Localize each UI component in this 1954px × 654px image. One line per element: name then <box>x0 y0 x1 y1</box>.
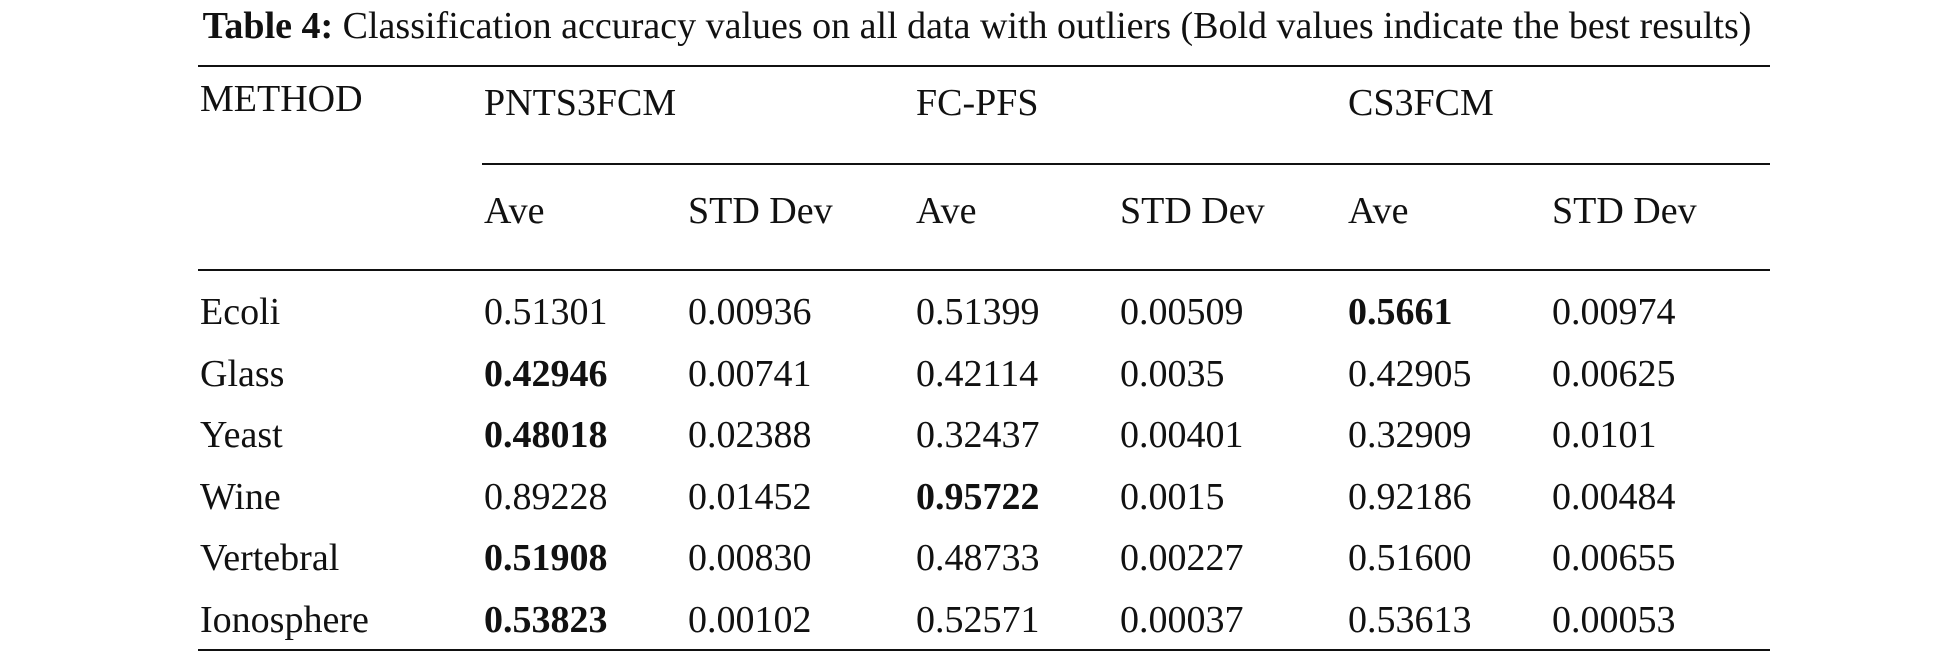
group-header-fc-pfs: FC-PFS <box>916 82 1039 124</box>
method-header: METHOD <box>200 78 363 120</box>
std-dev-cell: 0.00655 <box>1552 537 1676 579</box>
std-dev-cell: 0.00509 <box>1120 291 1244 333</box>
ave-cell: 0.48018 <box>484 414 608 456</box>
subheader-std-dev: STD Dev <box>688 190 833 232</box>
ave-cell: 0.42946 <box>484 352 608 395</box>
ave-cell: 0.51399 <box>916 291 1040 333</box>
ave-cell: 0.42114 <box>916 352 1039 395</box>
subheader-std-dev: STD Dev <box>1552 190 1697 232</box>
ave-cell: 0.92186 <box>1348 475 1472 518</box>
ave-cell: 0.53613 <box>1348 598 1472 641</box>
row-label: Ionosphere <box>200 598 369 641</box>
std-dev-cell: 0.00741 <box>688 352 812 395</box>
ave-cell: 0.42905 <box>1348 352 1472 395</box>
std-dev-cell: 0.0035 <box>1120 352 1225 395</box>
std-dev-cell: 0.0101 <box>1552 414 1657 456</box>
row-label: Wine <box>200 475 281 518</box>
ave-cell: 0.5661 <box>1348 291 1453 333</box>
std-dev-cell: 0.00830 <box>688 537 812 579</box>
std-dev-cell: 0.0015 <box>1120 475 1225 518</box>
std-dev-cell: 0.00625 <box>1552 352 1676 395</box>
row-label: Ecoli <box>200 291 281 333</box>
caption-text: Classification accuracy values on all da… <box>333 5 1752 47</box>
row-label: Glass <box>200 352 285 395</box>
subheader-ave: Ave <box>1348 190 1409 232</box>
subheader-ave: Ave <box>484 190 545 232</box>
ave-cell: 0.95722 <box>916 475 1040 518</box>
std-dev-cell: 0.00401 <box>1120 414 1244 456</box>
bottom-rule <box>198 649 1770 651</box>
ave-cell: 0.32437 <box>916 414 1040 456</box>
group-header-cs3fcm: CS3FCM <box>1348 82 1494 124</box>
ave-cell: 0.51908 <box>484 537 608 579</box>
top-rule <box>198 65 1770 67</box>
ave-cell: 0.48733 <box>916 537 1040 579</box>
std-dev-cell: 0.01452 <box>688 475 812 518</box>
table-caption: Table 4: Classification accuracy values … <box>0 2 1954 50</box>
std-dev-cell: 0.00974 <box>1552 291 1676 333</box>
std-dev-cell: 0.02388 <box>688 414 812 456</box>
std-dev-cell: 0.00484 <box>1552 475 1676 518</box>
header-rule <box>198 269 1770 271</box>
group-rule <box>482 163 1770 165</box>
ave-cell: 0.52571 <box>916 598 1040 641</box>
ave-cell: 0.89228 <box>484 475 608 518</box>
std-dev-cell: 0.00102 <box>688 598 812 641</box>
std-dev-cell: 0.00037 <box>1120 598 1244 641</box>
ave-cell: 0.51301 <box>484 291 608 333</box>
ave-cell: 0.53823 <box>484 598 608 641</box>
ave-cell: 0.51600 <box>1348 537 1472 579</box>
subheader-ave: Ave <box>916 190 977 232</box>
ave-cell: 0.32909 <box>1348 414 1472 456</box>
group-header-pnts3fcm: PNTS3FCM <box>484 82 677 124</box>
std-dev-cell: 0.00936 <box>688 291 812 333</box>
subheader-std-dev: STD Dev <box>1120 190 1265 232</box>
row-label: Yeast <box>200 414 283 456</box>
std-dev-cell: 0.00053 <box>1552 598 1676 641</box>
std-dev-cell: 0.00227 <box>1120 537 1244 579</box>
row-label: Vertebral <box>200 537 340 579</box>
caption-label: Table 4: <box>202 5 334 47</box>
